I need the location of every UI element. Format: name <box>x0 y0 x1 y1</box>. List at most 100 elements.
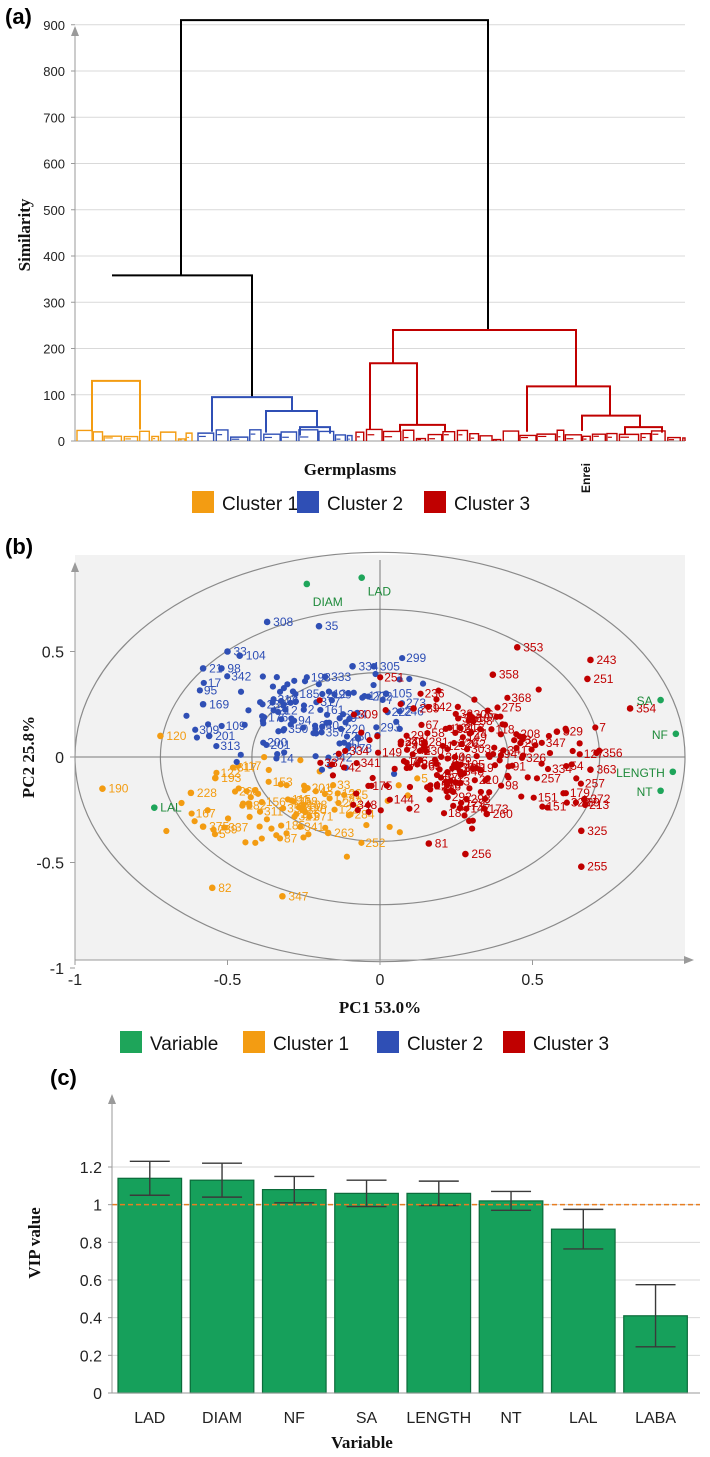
germplasm-point-label: 292 <box>452 790 472 804</box>
panel-label-b: (b) <box>5 534 33 559</box>
germplasm-point <box>363 821 370 829</box>
germplasm-point <box>563 763 570 770</box>
germplasm-point <box>482 777 489 784</box>
germplasm-point <box>245 707 252 714</box>
c-ytick-label: 0.2 <box>80 1348 102 1365</box>
germplasm-point <box>191 818 198 825</box>
cluster2-link <box>211 396 293 432</box>
germplasm-point-372 <box>581 795 588 803</box>
germplasm-point <box>450 739 458 747</box>
germplasm-point <box>331 691 338 698</box>
germplasm-point-label: 156 <box>266 795 286 809</box>
germplasm-point-label: 371 <box>313 810 333 824</box>
leaf-link <box>139 430 151 441</box>
germplasm-point <box>491 762 499 769</box>
germplasm-point-label: 2 <box>413 802 420 816</box>
legend-swatch-cluster1 <box>192 491 214 513</box>
germplasm-point <box>573 775 580 782</box>
leaf-link <box>556 429 565 441</box>
germplasm-point <box>444 794 451 801</box>
germplasm-point <box>334 790 341 797</box>
germplasm-point-label: 67 <box>425 718 439 732</box>
germplasm-point <box>450 802 457 809</box>
germplasm-point <box>592 724 599 731</box>
germplasm-point <box>358 839 365 846</box>
germplasm-point <box>481 805 488 812</box>
germplasm-point <box>237 751 244 758</box>
germplasm-point <box>218 722 225 730</box>
germplasm-point <box>418 721 425 728</box>
germplasm-point <box>297 823 304 830</box>
germplasm-point-label: 173 <box>489 802 509 816</box>
a-ytick-label: 600 <box>43 157 65 172</box>
germplasm-point <box>505 774 512 781</box>
legend-cluster3: Cluster 3 <box>454 494 530 515</box>
germplasm-point-305 <box>370 662 378 670</box>
b-xtick-label: 0.5 <box>521 972 543 989</box>
germplasm-point <box>396 829 403 836</box>
germplasm-point <box>318 729 325 736</box>
germplasm-point <box>300 801 307 808</box>
germplasm-label-358: 358 <box>499 668 519 682</box>
leaf-link <box>365 428 383 441</box>
a-ytick-label: 300 <box>43 295 65 310</box>
germplasm-point <box>325 688 333 695</box>
germplasm-point <box>319 723 326 730</box>
germplasm-label-81: 81 <box>435 837 449 851</box>
germplasm-point <box>263 816 271 823</box>
germplasm-point <box>577 780 584 787</box>
germplasm-point-label: 299 <box>406 651 426 665</box>
germplasm-point <box>221 824 228 831</box>
germplasm-point <box>443 788 450 795</box>
germplasm-point-353 <box>513 643 521 651</box>
germplasm-point-329 <box>553 728 561 735</box>
germplasm-point <box>417 690 424 697</box>
germplasm-point-308 <box>263 618 271 626</box>
germplasm-point <box>481 795 489 802</box>
germplasm-point-label: 117 <box>242 759 261 773</box>
germplasm-point <box>280 685 287 692</box>
legend-b-cluster3: Cluster 3 <box>533 1034 609 1055</box>
cluster1-link <box>91 379 141 432</box>
germplasm-point <box>364 801 372 809</box>
germplasm-point-label: 213 <box>589 798 609 812</box>
germplasm-point <box>243 788 250 795</box>
germplasm-point <box>235 785 242 792</box>
germplasm-point <box>283 782 290 789</box>
a-ytick-label: 200 <box>43 342 65 357</box>
germplasm-point <box>396 725 403 732</box>
variable-label-lal: LAL <box>160 801 182 815</box>
leaf-link <box>123 435 139 441</box>
germplasm-point <box>336 715 343 722</box>
germplasm-point <box>345 812 352 819</box>
germplasm-point <box>246 813 253 820</box>
germplasm-point <box>422 747 430 755</box>
germplasm-point <box>350 689 357 696</box>
germplasm-point <box>261 754 268 761</box>
germplasm-point-label: 54 <box>570 759 584 773</box>
germplasm-point <box>342 747 349 755</box>
germplasm-point-33 <box>224 648 231 655</box>
germplasm-point <box>466 817 473 825</box>
germplasm-point <box>582 801 589 809</box>
germplasm-point <box>318 766 326 773</box>
germplasm-point <box>463 795 470 803</box>
germplasm-point <box>297 757 304 764</box>
germplasm-point-label: 341 <box>304 820 324 834</box>
germplasm-point <box>260 720 267 727</box>
germplasm-point <box>397 700 404 708</box>
germplasm-point <box>237 688 245 695</box>
germplasm-label-239: 239 <box>420 701 440 715</box>
c-ytick-label: 1.2 <box>80 1160 102 1177</box>
germplasm-point-104 <box>236 652 243 660</box>
germplasm-point <box>545 732 553 740</box>
category-label-lal: LAL <box>569 1410 598 1427</box>
germplasm-point-label: 98 <box>505 779 519 793</box>
germplasm-point <box>451 753 459 761</box>
germplasm-point <box>444 769 451 776</box>
a-ytick-label: 500 <box>43 203 65 218</box>
germplasm-point <box>183 712 190 719</box>
germplasm-point <box>393 718 400 725</box>
germplasm-point-label: 210 <box>479 773 499 787</box>
germplasm-point <box>300 702 308 709</box>
